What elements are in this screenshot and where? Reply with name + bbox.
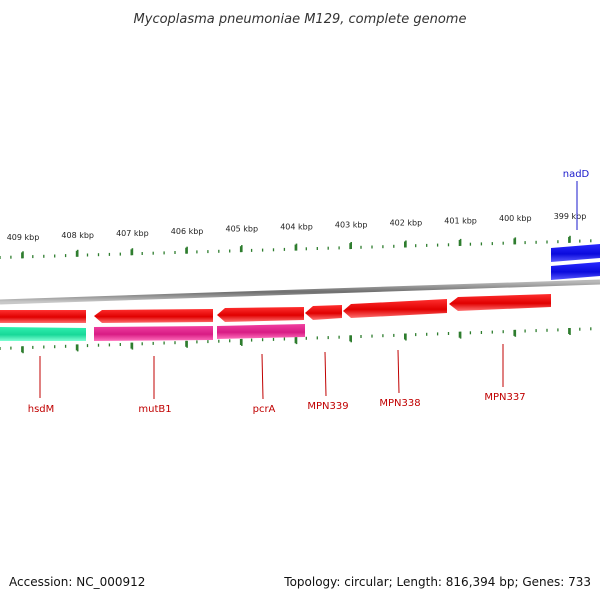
tick-label: 403 kbp — [335, 221, 368, 230]
inner-tick-ruler — [0, 327, 592, 354]
tick-label: 405 kbp — [225, 225, 258, 234]
accession-text: Accession: NC_000912 — [9, 575, 145, 589]
leader-line — [261, 353, 264, 400]
gene-label-nadD[interactable]: nadD — [563, 169, 590, 230]
genome-backbone — [0, 279, 600, 305]
tick-label: 408 kbp — [61, 231, 94, 240]
map-title: Mycoplasma pneumoniae M129, complete gen… — [134, 12, 467, 27]
gene-label-mutB1[interactable]: mutB1 — [138, 356, 172, 415]
tick-label: 404 kbp — [280, 223, 313, 232]
gene-forward-cds[interactable] — [551, 262, 600, 280]
gene-label-text: MPN338 — [379, 398, 420, 409]
gene-MPN338[interactable] — [343, 299, 447, 318]
tick-label: 409 kbp — [7, 233, 40, 242]
gene-label-MPN339[interactable]: MPN339 — [307, 351, 349, 412]
tick-label: 407 kbp — [116, 229, 149, 238]
outer-tick-ruler — [0, 235, 592, 259]
leader-line — [397, 349, 400, 394]
tick-label: 401 kbp — [444, 216, 477, 225]
tick-label-group: 409 kbp 408 kbp 407 kbp 406 kbp 405 kbp 404 k… — [7, 212, 587, 242]
gene-label-hsdM[interactable]: hsdM — [28, 356, 55, 415]
gene-pcrA-cds[interactable] — [217, 324, 305, 339]
gene-hsdM[interactable] — [0, 310, 86, 323]
leader-line — [324, 351, 327, 397]
gene-label-text: mutB1 — [138, 404, 171, 415]
gene-mutB1[interactable] — [94, 309, 213, 323]
gene-hsdM-cds[interactable] — [0, 327, 86, 341]
tick-label: 399 kbp — [554, 212, 587, 221]
gene-label-text: pcrA — [253, 404, 276, 415]
gene-label-text: MPN337 — [484, 392, 525, 403]
gene-label-text: hsdM — [28, 404, 55, 415]
tick-label: 406 kbp — [171, 227, 204, 236]
gene-label-MPN338[interactable]: MPN338 — [379, 349, 421, 409]
gene-label-MPN337[interactable]: MPN337 — [484, 344, 526, 403]
tick-label: 400 kbp — [499, 214, 532, 223]
gene-label-text: nadD — [563, 169, 590, 180]
gene-MPN339[interactable] — [305, 305, 342, 320]
gene-label-pcrA[interactable]: pcrA — [253, 353, 276, 415]
tick-label: 402 kbp — [390, 218, 423, 227]
gene-pcrA[interactable] — [217, 307, 304, 322]
topology-summary-text: Topology: circular; Length: 816,394 bp; … — [283, 575, 591, 589]
gene-nadD[interactable] — [551, 244, 600, 262]
gene-label-text: MPN339 — [307, 401, 348, 412]
gene-mutB1-cds[interactable] — [94, 326, 213, 341]
gene-MPN337[interactable] — [449, 294, 551, 311]
